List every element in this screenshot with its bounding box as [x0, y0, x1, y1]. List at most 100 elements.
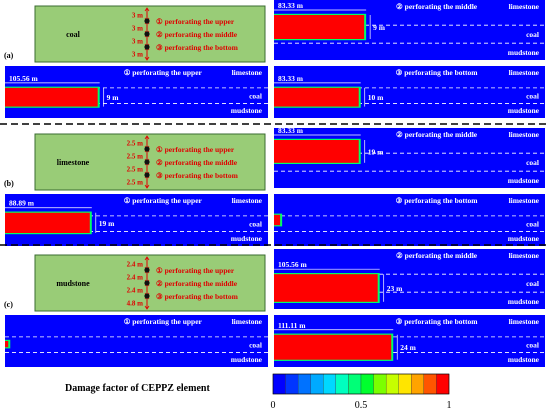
damage-zone	[274, 334, 392, 360]
damage-zone	[274, 140, 359, 163]
row-a: coal 3 m 3 m 3 m 3 m ① perforating the upper ②…	[4, 0, 545, 118]
panel-caption: ③ perforating the bottom	[396, 68, 479, 77]
layer-label: mudstone	[508, 48, 540, 57]
damage-zone	[274, 214, 281, 226]
colorbar-tick-label: 1	[447, 400, 452, 411]
arrow-up-icon	[144, 7, 150, 12]
colorbar-tick-label: 0	[271, 400, 276, 411]
row-c: mudstone 2.4 m 2.4 m 2.4 m 4.8 m ① perforatin…	[4, 249, 545, 367]
layer-label: limestone	[232, 196, 263, 205]
damage-zone	[5, 212, 90, 233]
length-label: 111.11 m	[278, 321, 306, 330]
perforation-position-label: ③ perforating the bottom	[156, 171, 239, 180]
layer-label: mudstone	[508, 355, 540, 364]
simulation-panel: limestone coal mudstone ③ perforating the b…	[274, 315, 545, 367]
simulation-panel: limestone coal mudstone ② perforating the m…	[274, 249, 545, 309]
damage-zone	[5, 87, 98, 107]
seam-label: limestone	[57, 158, 90, 167]
perforation-point	[144, 146, 150, 152]
layer-label: coal	[526, 220, 539, 229]
colorbar-tick-label: 0.5	[355, 400, 368, 411]
height-label: 23 m	[387, 284, 403, 293]
layer-label: mudstone	[231, 234, 263, 243]
seam-label: coal	[66, 30, 81, 39]
perforation-point	[144, 280, 150, 286]
colorbar-swatch	[285, 373, 299, 395]
layer-label: coal	[526, 92, 539, 101]
layer-label: limestone	[232, 68, 263, 77]
perforation-point	[144, 159, 150, 165]
row-b: limestone 2.5 m 2.5 m 2.5 m 2.5 m ① perforati…	[4, 126, 545, 246]
perforation-point	[144, 172, 150, 178]
simulation-panel: limestone coal mudstone ③ perforating the b…	[274, 194, 545, 246]
simulation-panel: limestone coal mudstone ③ perforating the b…	[274, 66, 545, 118]
colorbar-swatch	[360, 373, 374, 395]
simulation-panel: limestone coal mudstone ② perforating the m…	[274, 0, 545, 60]
damage-zone	[274, 15, 365, 39]
simulation-panel: limestone coal mudstone ① perforating the u…	[5, 315, 268, 367]
panel-caption: ③ perforating the bottom	[396, 196, 479, 205]
panel-caption: ③ perforating the bottom	[396, 317, 479, 326]
row-label: (a)	[4, 51, 14, 60]
seam-label: mudstone	[56, 279, 90, 288]
seam-schematic	[34, 133, 266, 191]
spacing-label: 4.8 m	[127, 300, 144, 308]
height-label: 24 m	[400, 343, 416, 352]
simulation-panel: limestone coal mudstone ① perforating the u…	[5, 66, 268, 118]
colorbar-swatch	[385, 373, 399, 395]
perforation-position-label: ① perforating the upper	[156, 266, 235, 275]
height-label: 10 m	[368, 93, 384, 102]
layer-label: limestone	[509, 68, 540, 77]
layer-label: coal	[249, 341, 262, 350]
layer-label: limestone	[509, 196, 540, 205]
layer-label: coal	[526, 30, 539, 39]
legend-title: Damage factor of CEPPZ element	[65, 383, 210, 394]
panel-caption: ① perforating the upper	[124, 196, 203, 205]
seam-schematic	[34, 5, 266, 63]
arrow-up-icon	[144, 256, 150, 261]
panel-caption: ① perforating the upper	[124, 317, 203, 326]
perforation-position-label: ① perforating the upper	[156, 145, 235, 154]
layer-label: mudstone	[508, 176, 540, 185]
colorbar-swatch	[373, 373, 387, 395]
arrow-down-icon	[144, 305, 150, 310]
spacing-label: 2.5 m	[127, 166, 144, 174]
layer-label: mudstone	[508, 234, 540, 243]
damage-zone	[274, 87, 359, 107]
spacing-label: 3 m	[132, 38, 143, 46]
perforation-position-label: ③ perforating the bottom	[156, 292, 239, 301]
panel-caption: ① perforating the upper	[124, 68, 203, 77]
layer-label: mudstone	[508, 106, 540, 115]
seam-schematic	[34, 254, 266, 312]
spacing-label: 3 m	[132, 51, 143, 59]
arrow-down-icon	[144, 56, 150, 61]
length-label: 83.33 m	[278, 74, 304, 83]
colorbar-swatch	[335, 373, 349, 395]
damage-zone	[274, 274, 378, 302]
row-label: (b)	[4, 179, 14, 188]
simulation-field	[5, 315, 268, 367]
layer-label: limestone	[232, 317, 263, 326]
colorbar-swatch	[310, 373, 324, 395]
layer-label: coal	[249, 92, 262, 101]
perforation-point	[144, 18, 150, 24]
length-label: 83.33 m	[278, 126, 304, 135]
simulation-panel: limestone coal mudstone ② perforating the m…	[274, 126, 545, 188]
colorbar-frame	[272, 373, 450, 395]
length-label: 105.56 m	[278, 260, 308, 269]
height-label: 19 m	[99, 219, 115, 228]
length-label: 88.89 m	[9, 199, 35, 208]
colorbar-swatch	[411, 373, 425, 395]
panel-caption: ② perforating the middle	[396, 2, 478, 11]
length-label: 105.56 m	[9, 74, 39, 83]
layer-label: limestone	[509, 317, 540, 326]
perforation-position-label: ② perforating the middle	[156, 158, 238, 167]
colorbar-swatch	[272, 373, 286, 395]
layer-label: coal	[249, 220, 262, 229]
colorbar-swatch	[348, 373, 362, 395]
layer-label: limestone	[509, 130, 540, 139]
spacing-label: 2.5 m	[127, 140, 144, 148]
row-label: (c)	[4, 300, 13, 309]
layer-label: mudstone	[508, 297, 540, 306]
colorbar-swatch	[398, 373, 412, 395]
